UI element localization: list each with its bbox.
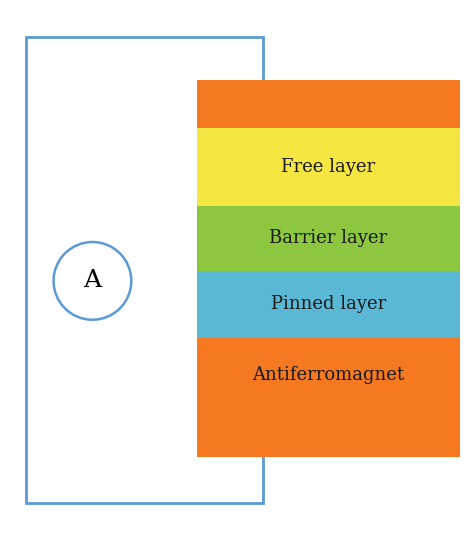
Bar <box>197 80 460 128</box>
Bar <box>197 338 460 411</box>
Bar <box>197 271 460 338</box>
Bar <box>197 128 460 206</box>
Text: A: A <box>83 270 101 292</box>
Text: Antiferromagnet: Antiferromagnet <box>252 365 404 384</box>
Text: Pinned layer: Pinned layer <box>271 295 386 314</box>
Text: Barrier layer: Barrier layer <box>269 230 387 248</box>
Bar <box>197 206 460 271</box>
Text: Free layer: Free layer <box>281 158 375 176</box>
Ellipse shape <box>54 242 131 320</box>
Bar <box>197 411 460 457</box>
Bar <box>26 37 263 503</box>
